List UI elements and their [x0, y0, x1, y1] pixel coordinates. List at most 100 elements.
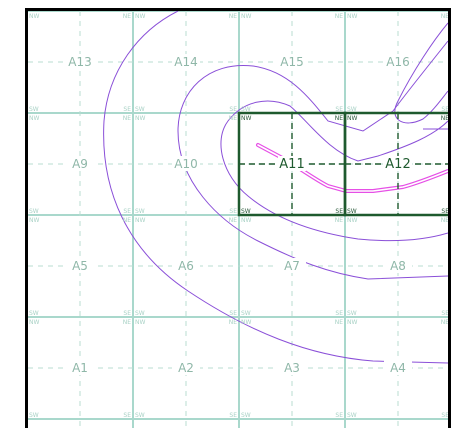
cell-label[interactable]: A11: [279, 157, 304, 172]
corner-label-se: SE: [441, 310, 448, 317]
cell-label-bg: [172, 258, 200, 273]
corner-label-nw: NW: [29, 217, 39, 224]
corner-label-sw: SW: [241, 310, 251, 317]
cell-label-bg: [384, 360, 412, 375]
contour-lines: [103, 11, 448, 364]
corner-label-ne: NE: [123, 319, 131, 326]
corner-label-se: SE: [123, 106, 131, 113]
corner-label-se: SE: [229, 412, 237, 419]
corner-label-nw: NW: [347, 319, 357, 326]
corner-label-ne: NE: [229, 115, 237, 122]
map-frame[interactable]: A13 NW NE SW SE A14 NW NE SW SE A15 NW NE SW SE A16 NW NE…: [25, 8, 451, 428]
cell-labels: A13 NW NE SW SE A14 NW NE SW SE A15 NW NE SW SE A16 NW NE…: [29, 13, 448, 419]
corner-label-nw: NW: [241, 319, 251, 326]
corner-label-sw: SW: [29, 106, 39, 113]
cell-label-bg: [172, 156, 200, 171]
corner-label-nw: NW: [241, 13, 251, 20]
corner-label-sw: SW: [347, 106, 357, 113]
corner-label-ne: NE: [335, 13, 343, 20]
map-canvas[interactable]: A13 NW NE SW SE A14 NW NE SW SE A15 NW NE SW SE A16 NW NE…: [28, 11, 448, 428]
corner-label-se: SE: [441, 208, 448, 215]
corner-label-se: SE: [123, 208, 131, 215]
cell-label[interactable]: A12: [385, 157, 410, 172]
corner-label-nw: NW: [241, 115, 251, 122]
corner-label-se: SE: [335, 310, 343, 317]
corner-label-se: SE: [229, 208, 237, 215]
corner-label-ne: NE: [441, 217, 448, 224]
cell-label-bg: [384, 258, 412, 273]
corner-label-nw: NW: [347, 115, 357, 122]
cell-label-bg: [384, 156, 412, 171]
corner-label-ne: NE: [123, 217, 131, 224]
corner-label-sw: SW: [347, 208, 357, 215]
corner-label-ne: NE: [335, 115, 343, 122]
cell-label-bg: [278, 156, 306, 171]
cell-label[interactable]: A7: [284, 259, 300, 273]
cell-label-bg: [384, 54, 412, 69]
corner-label-sw: SW: [347, 412, 357, 419]
cell-label-bg: [278, 360, 306, 375]
cell-label-bg: [66, 360, 94, 375]
cell-label[interactable]: A5: [72, 259, 88, 273]
corner-label-se: SE: [335, 412, 343, 419]
contour-line-outer: [103, 11, 448, 364]
cell-label[interactable]: A13: [68, 55, 91, 69]
corner-label-nw: NW: [135, 13, 145, 20]
corner-label-se: SE: [229, 310, 237, 317]
corner-label-sw: SW: [241, 412, 251, 419]
corner-label-sw: SW: [135, 106, 145, 113]
active-selection: [237, 111, 448, 217]
corner-label-se: SE: [335, 208, 343, 215]
corner-label-ne: NE: [229, 13, 237, 20]
corner-label-sw: SW: [241, 106, 251, 113]
corner-label-nw: NW: [135, 217, 145, 224]
corner-label-nw: NW: [135, 319, 145, 326]
corner-label-sw: SW: [135, 310, 145, 317]
corner-label-ne: NE: [229, 217, 237, 224]
cell-label-bg: [172, 360, 200, 375]
cell-label-bg: [66, 54, 94, 69]
cell-label-bg: [66, 156, 94, 171]
cell-label-bg: [66, 258, 94, 273]
corner-label-nw: NW: [347, 13, 357, 20]
corner-label-se: SE: [441, 412, 448, 419]
corner-label-sw: SW: [135, 208, 145, 215]
corner-label-ne: NE: [123, 115, 131, 122]
corner-label-ne: NE: [335, 319, 343, 326]
corner-label-sw: SW: [29, 208, 39, 215]
corner-label-ne: NE: [441, 319, 448, 326]
cell-label-bg: [278, 258, 306, 273]
corner-label-nw: NW: [29, 13, 39, 20]
cell-label[interactable]: A14: [174, 55, 197, 69]
corner-label-se: SE: [123, 412, 131, 419]
corner-label-sw: SW: [29, 310, 39, 317]
cell-label[interactable]: A4: [390, 361, 406, 375]
corner-label-ne: NE: [335, 217, 343, 224]
cell-label[interactable]: A8: [390, 259, 406, 273]
corner-label-nw: NW: [29, 115, 39, 122]
corner-label-sw: SW: [241, 208, 251, 215]
corner-label-ne: NE: [441, 13, 448, 20]
cell-label[interactable]: A15: [280, 55, 303, 69]
corner-label-ne: NE: [441, 115, 448, 122]
cell-label-bg: [278, 54, 306, 69]
cell-label[interactable]: A10: [174, 157, 197, 171]
contour-line-mid: [177, 40, 448, 280]
corner-label-sw: SW: [135, 412, 145, 419]
cell-label[interactable]: A2: [178, 361, 194, 375]
corner-label-sw: SW: [29, 412, 39, 419]
corner-label-sw: SW: [347, 310, 357, 317]
corner-label-nw: NW: [347, 217, 357, 224]
corner-label-se: SE: [229, 106, 237, 113]
corner-label-se: SE: [441, 106, 448, 113]
corner-label-nw: NW: [29, 319, 39, 326]
cell-label[interactable]: A6: [178, 259, 194, 273]
cell-label-bg: [172, 54, 200, 69]
cell-label[interactable]: A1: [72, 361, 88, 375]
cell-label[interactable]: A16: [386, 55, 409, 69]
cell-label[interactable]: A3: [284, 361, 300, 375]
contour-line-inner: [220, 22, 448, 242]
corner-label-ne: NE: [229, 319, 237, 326]
cell-label[interactable]: A9: [72, 157, 88, 171]
corner-label-ne: NE: [123, 13, 131, 20]
